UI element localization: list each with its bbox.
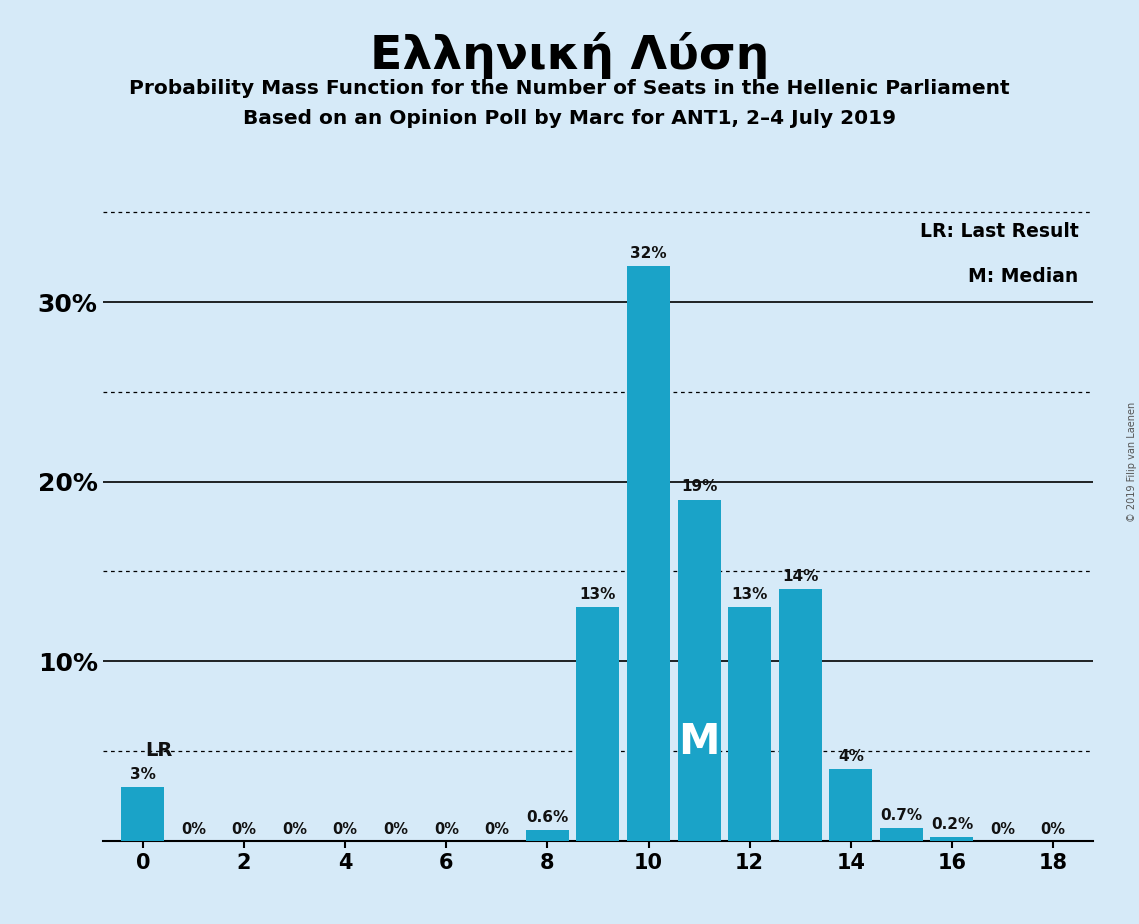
Text: 13%: 13% (731, 587, 768, 602)
Text: 0.7%: 0.7% (880, 808, 923, 823)
Bar (728, 607, 771, 841)
Text: 13%: 13% (580, 587, 616, 602)
Text: Probability Mass Function for the Number of Seats in the Hellenic Parliament: Probability Mass Function for the Number… (129, 79, 1010, 98)
Text: 32%: 32% (630, 246, 666, 261)
Bar (829, 769, 872, 841)
Text: Ελληνική Λύση: Ελληνική Λύση (370, 32, 769, 79)
Text: © 2019 Filip van Laenen: © 2019 Filip van Laenen (1126, 402, 1137, 522)
Text: 0.6%: 0.6% (526, 809, 568, 825)
Text: 4%: 4% (838, 748, 863, 763)
Bar (678, 500, 721, 841)
Text: 3%: 3% (130, 767, 156, 782)
Text: M: Median: M: Median (968, 267, 1079, 286)
Text: 0%: 0% (484, 822, 509, 837)
Text: 0%: 0% (434, 822, 459, 837)
Text: 14%: 14% (782, 569, 819, 584)
Bar (576, 607, 620, 841)
Text: 0.2%: 0.2% (931, 817, 973, 832)
Bar (779, 590, 821, 841)
Text: 0%: 0% (231, 822, 256, 837)
Text: 0%: 0% (333, 822, 358, 837)
Text: 0%: 0% (181, 822, 206, 837)
Text: LR: Last Result: LR: Last Result (920, 223, 1079, 241)
Bar (628, 266, 670, 841)
Bar (879, 828, 923, 841)
Text: M: M (679, 721, 720, 763)
Bar (122, 787, 164, 841)
Text: 0%: 0% (282, 822, 308, 837)
Text: 0%: 0% (990, 822, 1015, 837)
Text: Based on an Opinion Poll by Marc for ANT1, 2–4 July 2019: Based on an Opinion Poll by Marc for ANT… (243, 109, 896, 128)
Text: LR: LR (146, 741, 173, 760)
Text: 0%: 0% (1041, 822, 1065, 837)
Text: 19%: 19% (681, 480, 718, 494)
Text: 0%: 0% (383, 822, 408, 837)
Bar (931, 837, 974, 841)
Bar (526, 830, 568, 841)
